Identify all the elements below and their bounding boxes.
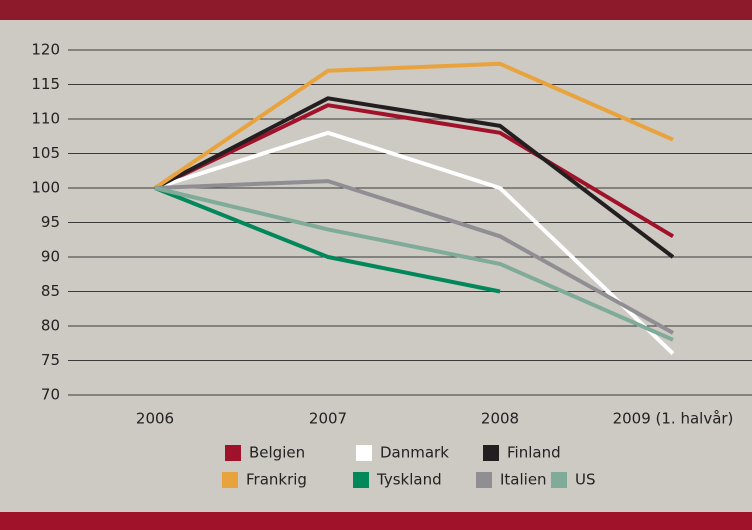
y-tick-label: 90 <box>41 248 60 266</box>
series-line <box>154 179 674 335</box>
legend-label: Italien <box>500 471 547 489</box>
series-line <box>154 103 675 239</box>
y-tick-label: 80 <box>41 317 60 335</box>
y-tick-label: 115 <box>31 75 60 93</box>
series-line <box>153 61 674 190</box>
bottom-band <box>0 512 752 530</box>
legend-label: Belgien <box>249 444 305 462</box>
legend-label: Danmark <box>380 444 449 462</box>
x-tick-label: 2008 <box>481 410 519 428</box>
series-line <box>154 96 675 259</box>
x-tick-label: 2007 <box>309 410 347 428</box>
y-tick-label: 105 <box>31 144 60 162</box>
series-line <box>154 130 675 356</box>
y-tick-label: 75 <box>41 351 60 369</box>
legend-swatch <box>483 445 499 461</box>
y-tick-label: 70 <box>41 386 60 404</box>
legend-label: Finland <box>507 444 561 462</box>
legend-label: Tyskland <box>376 471 442 489</box>
legend-swatch <box>476 472 492 488</box>
legend-swatch <box>222 472 238 488</box>
legend-swatch <box>225 445 241 461</box>
legend-swatch <box>551 472 567 488</box>
y-tick-label: 120 <box>31 41 60 59</box>
x-tick-label: 2006 <box>136 410 174 428</box>
legend-label: US <box>575 471 596 489</box>
legend-label: Frankrig <box>246 471 307 489</box>
series-line <box>154 186 674 342</box>
series-line <box>154 186 501 294</box>
y-tick-label: 110 <box>31 110 60 128</box>
legend-swatch <box>353 472 369 488</box>
x-tick-label: 2009 (1. halvår) <box>613 410 734 428</box>
y-tick-label: 100 <box>31 179 60 197</box>
y-tick-label: 85 <box>41 282 60 300</box>
top-band <box>0 0 752 20</box>
y-tick-label: 95 <box>41 213 60 231</box>
legend-swatch <box>356 445 372 461</box>
